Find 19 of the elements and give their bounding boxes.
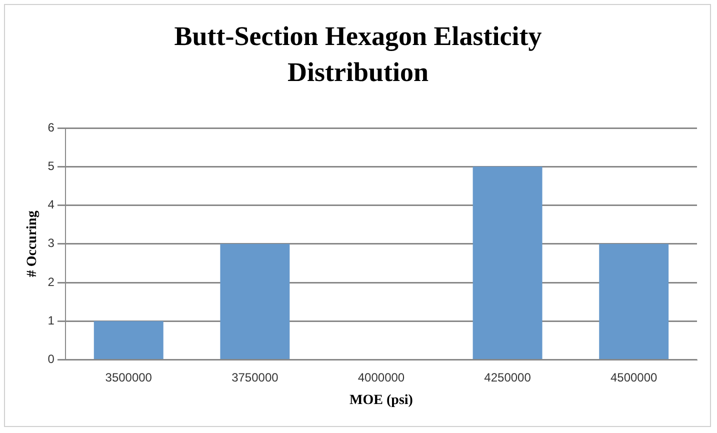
y-tick-label: 4 [48,198,55,212]
y-tick-label: 2 [48,274,55,289]
x-tick-label: 4250000 [484,370,532,384]
chart-title: Butt-Section Hexagon Elasticity Distribution [173,20,543,89]
bar [94,321,164,360]
y-tick-label: 1 [48,313,55,328]
y-tick-label: 3 [48,236,55,250]
bar [220,244,290,360]
x-axis-title: MOE (psi) [350,393,414,408]
x-tick-label: 3750000 [232,370,279,384]
y-tick-label: 5 [48,158,55,173]
x-tick-label: 4500000 [610,370,658,384]
x-tick-label: 4000000 [358,370,405,384]
bar [472,166,542,360]
y-axis-title: # Occuring [25,210,40,278]
bar [599,244,669,360]
y-tick-label: 6 [48,120,55,134]
x-tick-label: 3500000 [105,370,152,384]
y-tick-label: 0 [48,352,55,366]
